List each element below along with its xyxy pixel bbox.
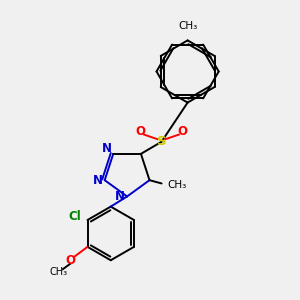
- Text: O: O: [65, 254, 75, 267]
- Text: O: O: [135, 125, 145, 138]
- Text: CH₃: CH₃: [50, 267, 68, 278]
- Text: CH₃: CH₃: [178, 21, 197, 31]
- Text: N: N: [92, 174, 103, 187]
- Text: CH₃: CH₃: [167, 180, 187, 190]
- Text: O: O: [178, 125, 188, 138]
- Text: N: N: [115, 190, 125, 203]
- Text: N: N: [102, 142, 112, 155]
- Text: S: S: [157, 135, 166, 148]
- Text: Cl: Cl: [69, 210, 82, 223]
